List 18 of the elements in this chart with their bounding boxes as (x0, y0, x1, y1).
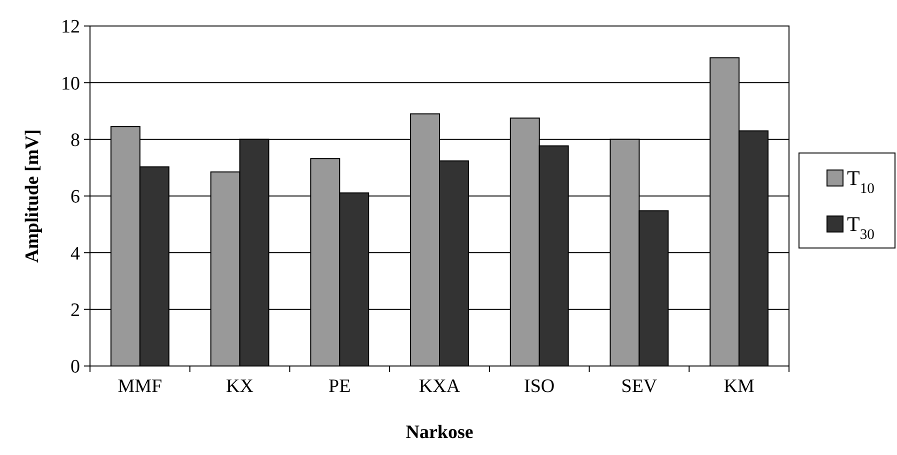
x-tick-label: ISO (524, 376, 555, 397)
y-tick-label: 2 (70, 300, 80, 321)
x-tick-label: KX (226, 376, 254, 397)
y-tick-label: 6 (70, 186, 80, 208)
x-axis-title: Narkose (406, 422, 474, 443)
x-tick-label: KM (724, 376, 754, 397)
y-tick-label: 8 (70, 130, 80, 151)
x-tick-label: MMF (118, 376, 162, 397)
legend-label: T$_{30}$ (847, 212, 875, 243)
y-tick-label: 12 (61, 16, 80, 38)
y-tick-label: 10 (61, 73, 80, 94)
x-tick-label: PE (328, 376, 351, 397)
y-tick-label: 4 (70, 243, 80, 264)
y-tick-label: 0 (70, 356, 80, 378)
x-tick-label: KXA (418, 376, 460, 397)
y-axis-title: Amplitude [mV] (22, 129, 43, 263)
x-tick-label: SEV (621, 376, 658, 397)
legend-label: T$_{10}$ (847, 166, 875, 197)
